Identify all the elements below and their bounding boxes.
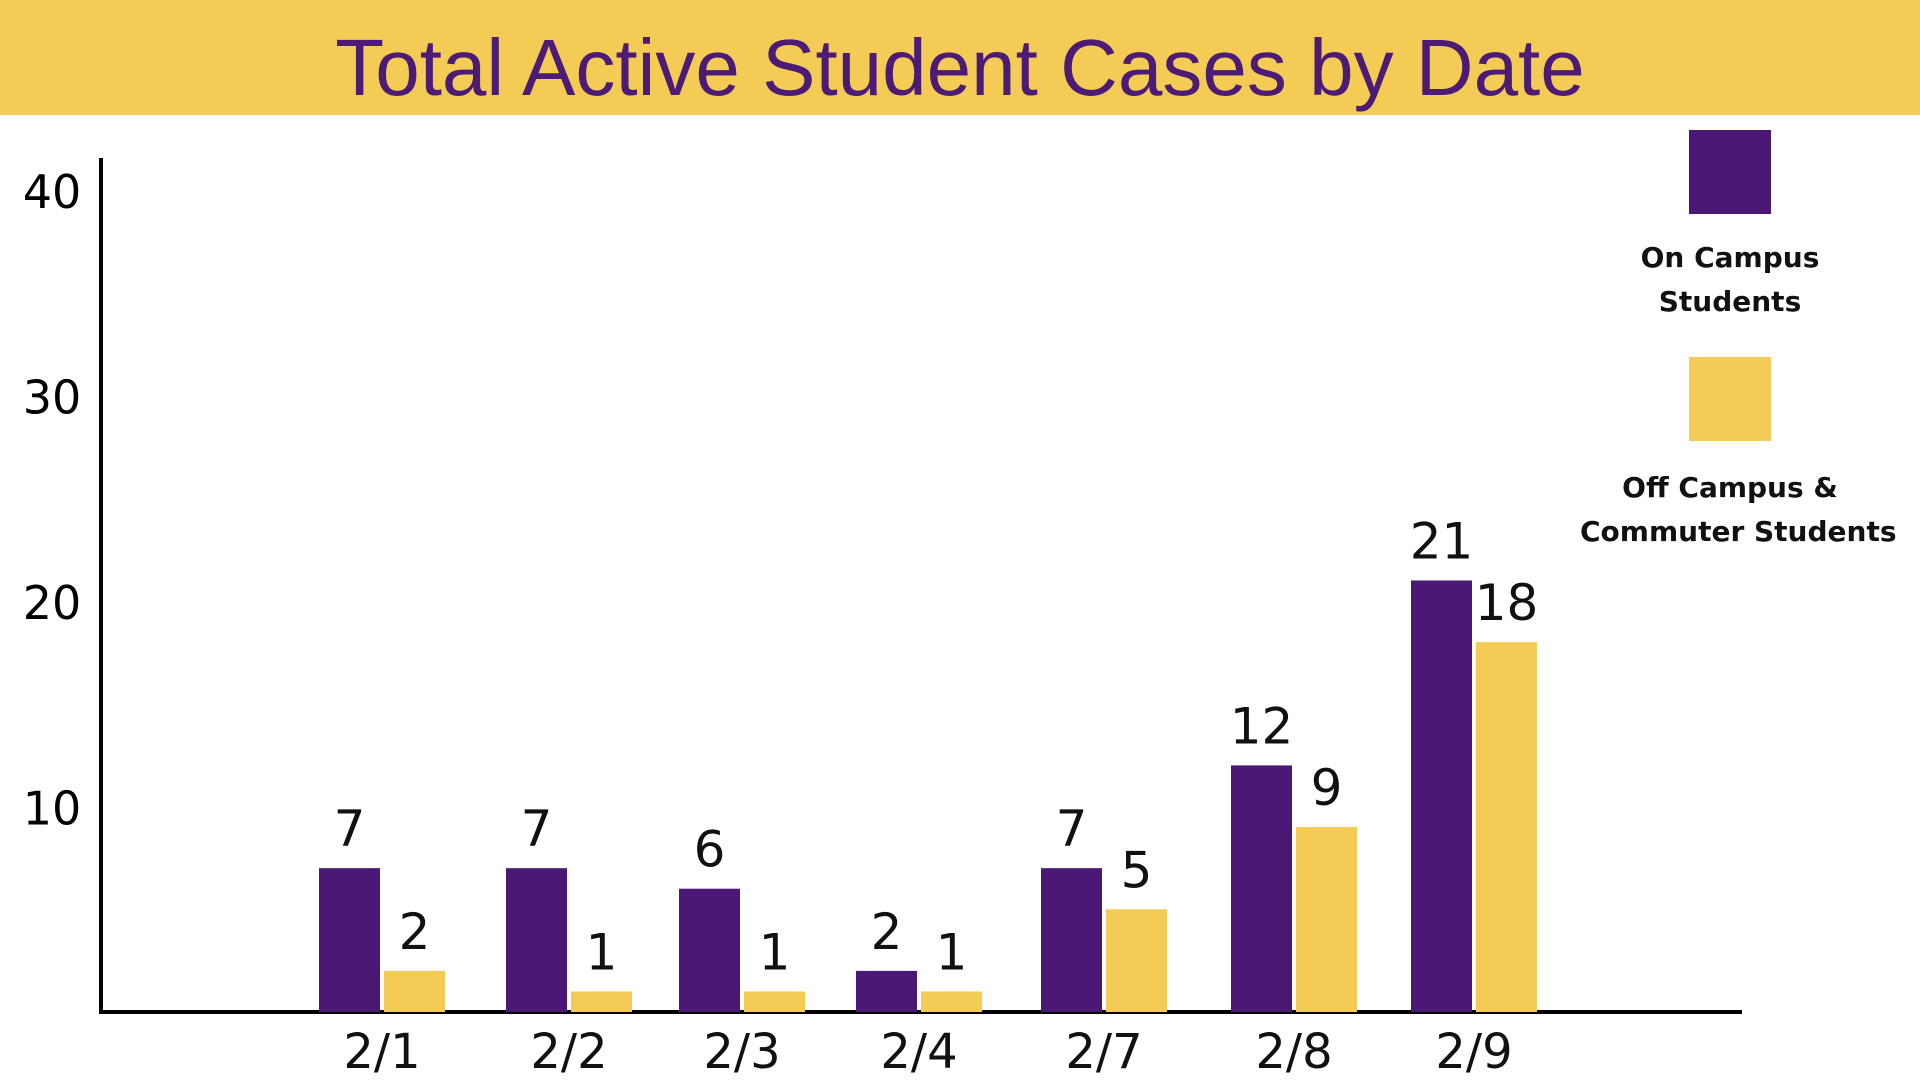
legend-label-off-campus: Off Campus & Commuter Students (1580, 466, 1897, 554)
bar-on-campus-2-2 (506, 868, 567, 1012)
y-tick-label-40: 40 (23, 165, 82, 219)
page-title: Total Active Student Cases by Date (335, 23, 1585, 112)
data-label-off-campus-2-4: 1 (936, 923, 968, 981)
y-tick-label-20: 20 (23, 576, 82, 630)
data-label-on-campus-2-2: 7 (521, 800, 553, 858)
x-tick-label-2-8: 2/8 (1255, 1024, 1332, 1080)
bar-off-campus-2-1 (384, 970, 445, 1012)
bar-off-campus-2-3 (744, 991, 805, 1012)
x-tick-label-2-3: 2/3 (703, 1024, 780, 1080)
data-label-off-campus-2-3: 1 (759, 923, 791, 981)
legend-swatch-off-campus (1689, 357, 1771, 441)
data-label-off-campus-2-8: 9 (1311, 759, 1343, 817)
data-label-on-campus-2-9: 21 (1410, 512, 1474, 570)
bar-on-campus-2-3 (679, 888, 740, 1012)
legend-label-off-campus-line1: Off Campus & (1622, 471, 1838, 504)
legend-label-on-campus-line1: On Campus (1640, 241, 1820, 274)
data-label-on-campus-2-7: 7 (1056, 800, 1088, 858)
legend-label-on-campus: On Campus Students (1590, 236, 1870, 324)
y-tick-label-10: 10 (23, 782, 82, 836)
data-label-on-campus-2-8: 12 (1230, 697, 1294, 755)
bar-off-campus-2-2 (571, 991, 632, 1012)
title-band (0, 0, 1920, 115)
x-tick-label-2-7: 2/7 (1065, 1024, 1142, 1080)
x-tick-label-2-2: 2/2 (530, 1024, 607, 1080)
bar-off-campus-2-8 (1296, 827, 1357, 1012)
bar-off-campus-2-4 (921, 991, 982, 1012)
x-tick-label-2-9: 2/9 (1435, 1024, 1512, 1080)
data-label-on-campus-2-1: 7 (334, 800, 366, 858)
x-tick-label-2-4: 2/4 (880, 1024, 957, 1080)
data-label-on-campus-2-3: 6 (694, 821, 726, 879)
data-label-off-campus-2-9: 18 (1475, 574, 1539, 632)
data-label-off-campus-2-1: 2 (399, 903, 431, 961)
legend-swatch-on-campus (1689, 130, 1771, 214)
bar-on-campus-2-8 (1231, 765, 1292, 1012)
legend-label-on-campus-line2: Students (1658, 285, 1802, 318)
x-tick-label-2-1: 2/1 (343, 1024, 420, 1080)
y-tick-label-30: 30 (23, 371, 82, 425)
data-label-off-campus-2-2: 1 (586, 923, 618, 981)
bar-on-campus-2-4 (856, 970, 917, 1012)
bar-off-campus-2-9 (1476, 642, 1537, 1012)
bar-on-campus-2-9 (1411, 580, 1472, 1012)
legend-label-off-campus-line2: Commuter Students (1580, 515, 1897, 548)
bar-on-campus-2-7 (1041, 868, 1102, 1012)
bar-off-campus-2-7 (1106, 909, 1167, 1012)
data-label-on-campus-2-4: 2 (871, 903, 903, 961)
data-label-off-campus-2-7: 5 (1121, 841, 1153, 899)
bar-on-campus-2-1 (319, 868, 380, 1012)
